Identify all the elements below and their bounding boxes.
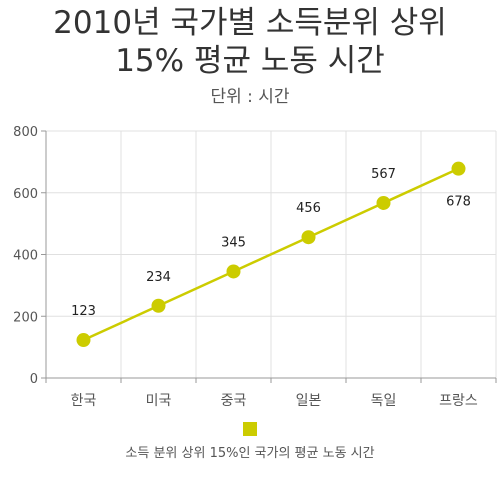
- x-tick-label: 미국: [146, 393, 172, 409]
- y-tick-label: 400: [13, 249, 38, 264]
- data-label: 123: [71, 304, 96, 319]
- data-point: [451, 161, 466, 176]
- data-label: 345: [221, 235, 246, 250]
- data-point: [301, 230, 316, 245]
- legend[interactable]: 소득 분위 상위 15%인 국가의 평균 노동 시간: [0, 422, 500, 461]
- y-axis-ticks: 0 200 400 600 800: [13, 125, 46, 387]
- y-tick-label: 0: [30, 372, 38, 387]
- y-tick-label: 600: [13, 187, 38, 202]
- y-tick-label: 200: [13, 310, 38, 325]
- data-label: 234: [146, 270, 171, 285]
- grid-lines: [46, 130, 497, 378]
- data-label: 456: [296, 201, 321, 216]
- y-tick-label: 800: [13, 125, 38, 140]
- chart-title-line-1: 2010년 국가별 소득분위 상위: [53, 5, 447, 41]
- data-label: 567: [371, 167, 396, 182]
- data-point: [151, 298, 166, 313]
- chart-title-line-2: 15% 평균 노동 시간: [115, 43, 385, 79]
- x-tick-label: 일본: [296, 393, 322, 409]
- legend-swatch: [243, 422, 257, 436]
- x-tick-label: 프랑스: [439, 393, 478, 409]
- x-tick-label: 한국: [71, 393, 97, 409]
- x-tick-label: 중국: [221, 393, 247, 409]
- series-line: [82, 167, 460, 342]
- x-tick-label: 독일: [371, 393, 397, 409]
- chart-title: 2010년 국가별 소득분위 상위 15% 평균 노동 시간: [0, 4, 500, 80]
- data-point: [376, 195, 391, 210]
- legend-label: 소득 분위 상위 15%인 국가의 평균 노동 시간: [125, 446, 375, 461]
- data-point: [76, 333, 91, 348]
- data-labels: 123 234 345 456 567 678: [71, 167, 471, 319]
- chart-subtitle: 단위 : 시간: [210, 87, 290, 107]
- x-axis-ticks: 한국 미국 중국 일본 독일 프랑스: [45, 378, 497, 409]
- data-label: 678: [446, 195, 471, 210]
- series-layer: [76, 161, 466, 348]
- data-point: [226, 264, 241, 279]
